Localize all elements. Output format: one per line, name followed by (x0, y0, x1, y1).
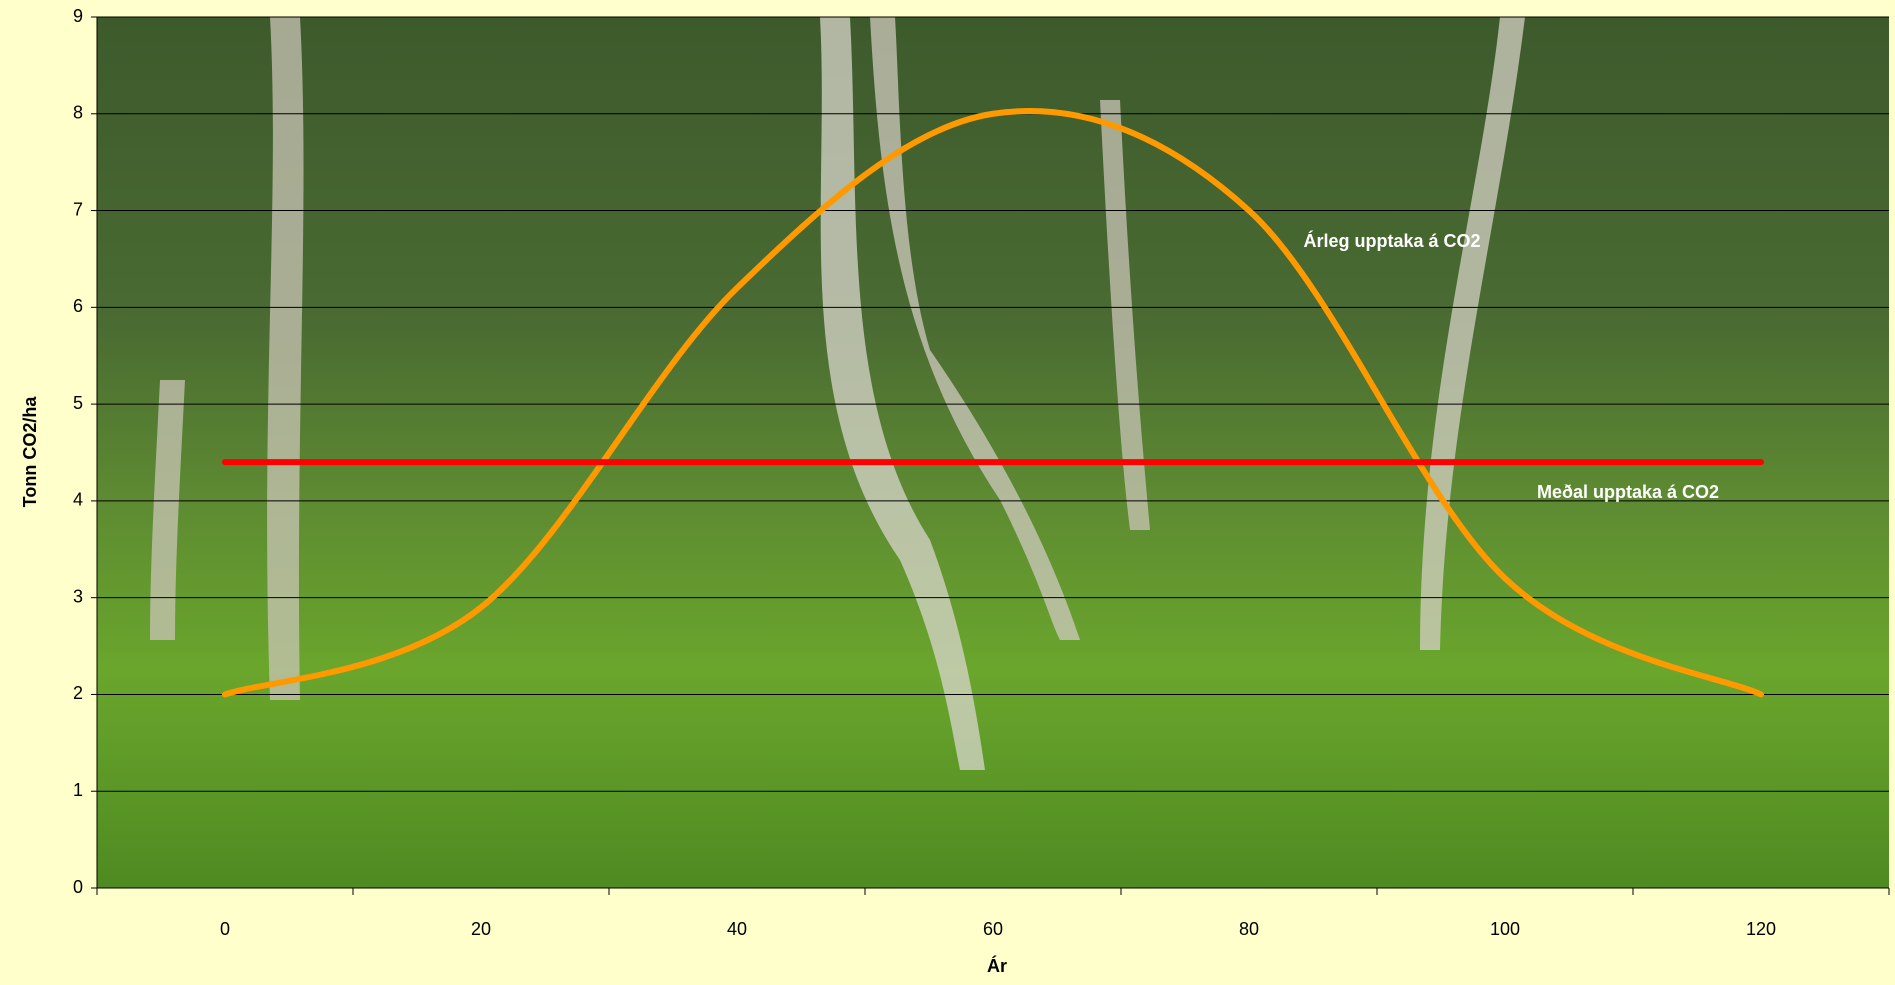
y-axis-title: Tonn CO2/ha (20, 396, 40, 508)
x-tick-label: 100 (1490, 919, 1520, 939)
series-label: Árleg upptaka á CO2 (1303, 230, 1480, 251)
y-tick-label: 1 (73, 780, 83, 800)
y-tick-label: 2 (73, 683, 83, 703)
x-axis-title: Ár (987, 955, 1007, 976)
y-tick-label: 9 (73, 6, 83, 26)
y-tick-label: 3 (73, 586, 83, 606)
y-tick-label: 5 (73, 393, 83, 413)
series-label: Meðal upptaka á CO2 (1537, 482, 1719, 502)
y-tick-label: 7 (73, 199, 83, 219)
x-tick-label: 120 (1746, 919, 1776, 939)
page: Tonn CO2/ha Ár 0 1 2 3 4 5 6 7 8 9 0 20 40 60 80 100 120… (0, 0, 1895, 985)
y-tick-label: 8 (73, 103, 83, 123)
x-tick-label: 60 (983, 919, 1003, 939)
x-tick-label: 20 (471, 919, 491, 939)
x-tick-label: 80 (1239, 919, 1259, 939)
y-tick-label: 4 (73, 490, 83, 510)
x-tick-label: 0 (220, 919, 230, 939)
y-tick-label: 0 (73, 877, 83, 897)
x-tick-label: 40 (727, 919, 747, 939)
chart: Tonn CO2/ha Ár 0 1 2 3 4 5 6 7 8 9 0 20 40 60 80 100 120… (0, 0, 1895, 985)
y-tick-label: 6 (73, 296, 83, 316)
